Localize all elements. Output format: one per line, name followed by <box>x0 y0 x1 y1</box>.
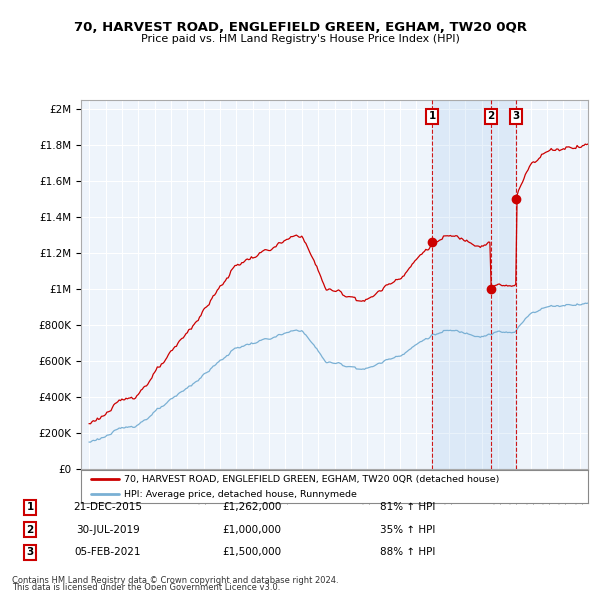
Text: £1,500,000: £1,500,000 <box>223 548 281 557</box>
Text: 3: 3 <box>512 112 520 122</box>
Text: £1,000,000: £1,000,000 <box>223 525 281 535</box>
Text: £1,262,000: £1,262,000 <box>223 503 281 512</box>
Text: This data is licensed under the Open Government Licence v3.0.: This data is licensed under the Open Gov… <box>12 584 280 590</box>
Text: 35% ↑ HPI: 35% ↑ HPI <box>380 525 436 535</box>
Text: 3: 3 <box>26 548 34 557</box>
Text: 81% ↑ HPI: 81% ↑ HPI <box>380 503 436 512</box>
Text: 88% ↑ HPI: 88% ↑ HPI <box>380 548 436 557</box>
Text: 2: 2 <box>488 112 495 122</box>
Bar <box>432 100 516 469</box>
Text: 1: 1 <box>428 112 436 122</box>
Text: 21-DEC-2015: 21-DEC-2015 <box>74 503 143 512</box>
Text: 70, HARVEST ROAD, ENGLEFIELD GREEN, EGHAM, TW20 0QR: 70, HARVEST ROAD, ENGLEFIELD GREEN, EGHA… <box>74 21 527 34</box>
Text: 30-JUL-2019: 30-JUL-2019 <box>76 525 140 535</box>
Text: 2: 2 <box>26 525 34 535</box>
Text: HPI: Average price, detached house, Runnymede: HPI: Average price, detached house, Runn… <box>124 490 357 499</box>
Text: 70, HARVEST ROAD, ENGLEFIELD GREEN, EGHAM, TW20 0QR (detached house): 70, HARVEST ROAD, ENGLEFIELD GREEN, EGHA… <box>124 475 499 484</box>
Text: Contains HM Land Registry data © Crown copyright and database right 2024.: Contains HM Land Registry data © Crown c… <box>12 576 338 585</box>
Text: 05-FEB-2021: 05-FEB-2021 <box>75 548 141 557</box>
Text: Price paid vs. HM Land Registry's House Price Index (HPI): Price paid vs. HM Land Registry's House … <box>140 34 460 44</box>
Text: 1: 1 <box>26 503 34 512</box>
